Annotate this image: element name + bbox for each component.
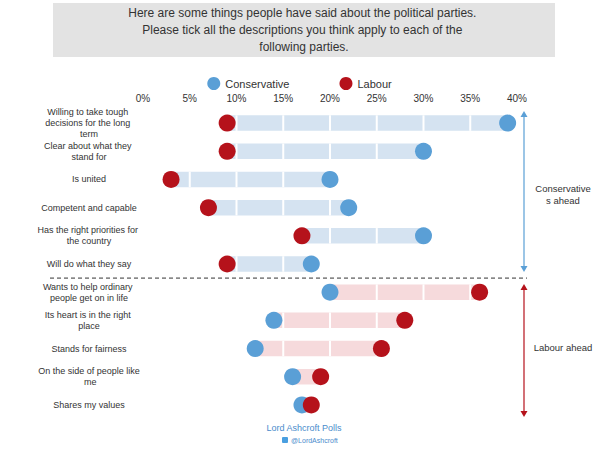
svg-text:Is united: Is united — [72, 174, 106, 184]
svg-text:Competent and capable: Competent and capable — [41, 203, 137, 213]
svg-text:10%: 10% — [226, 93, 246, 104]
svg-text:15%: 15% — [273, 93, 293, 104]
svg-text:Labour: Labour — [357, 78, 392, 90]
svg-text:stand for: stand for — [71, 152, 106, 162]
svg-text:On the side of people like: On the side of people like — [38, 366, 140, 376]
svg-text:Stands for fairness: Stands for fairness — [51, 344, 127, 354]
svg-text:40%: 40% — [507, 93, 527, 104]
svg-text:30%: 30% — [413, 93, 433, 104]
svg-text:20%: 20% — [320, 93, 340, 104]
svg-text:Will do what they say: Will do what they say — [47, 259, 132, 269]
svg-text:Shares my values: Shares my values — [53, 400, 125, 410]
svg-text:the country: the country — [67, 236, 112, 246]
svg-text:35%: 35% — [460, 93, 480, 104]
svg-text:Has the right priorities for: Has the right priorities for — [37, 225, 140, 235]
svg-text:Here are some things people ha: Here are some things people have said ab… — [128, 6, 480, 20]
svg-text:0%: 0% — [136, 93, 151, 104]
svg-text:Labour ahead: Labour ahead — [534, 342, 593, 353]
svg-text:me: me — [81, 377, 96, 387]
svg-text:decisions for the long: decisions for the long — [45, 118, 133, 128]
svg-text:Its heart is in the right: Its heart is in the right — [45, 310, 134, 320]
svg-text:following parties.: following parties. — [259, 40, 348, 54]
svg-text:Willing to take tough: Willing to take tough — [47, 107, 131, 117]
svg-text:Please tick all the descriptio: Please tick all the descriptions you thi… — [142, 23, 466, 37]
svg-text:Lord Ashcroft Polls: Lord Ashcroft Polls — [266, 423, 342, 433]
svg-text:Conservative: Conservative — [225, 78, 289, 90]
svg-text:Wants to help ordinary: Wants to help ordinary — [43, 282, 135, 292]
svg-text:term: term — [80, 129, 98, 139]
svg-text:people get on in life: people get on in life — [50, 293, 128, 303]
svg-text:s ahead: s ahead — [546, 195, 580, 206]
svg-text:place: place — [78, 321, 100, 331]
svg-text:5%: 5% — [183, 93, 198, 104]
svg-text:@LordAshcroft: @LordAshcroft — [291, 437, 338, 444]
svg-text:Clear about what they: Clear about what they — [44, 141, 134, 151]
svg-text:Conservative: Conservative — [535, 183, 590, 194]
svg-text:25%: 25% — [367, 93, 387, 104]
